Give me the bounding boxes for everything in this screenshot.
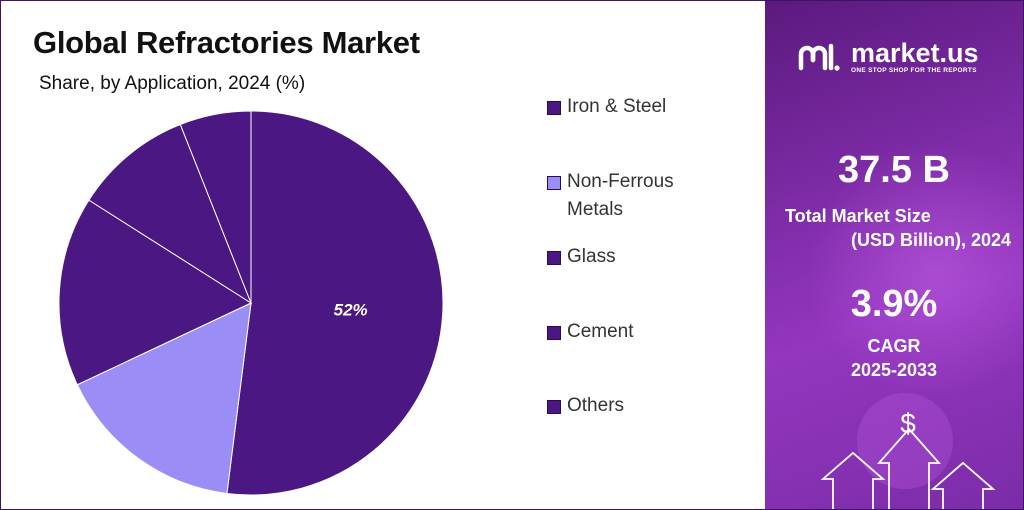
pie-chart: 52%	[58, 110, 444, 496]
legend-item-iron-steel: Iron & Steel	[547, 93, 717, 121]
summary-panel: market.us ONE STOP SHOP FOR THE REPORTS …	[765, 1, 1023, 509]
pie-slice-non-ferrous-metals	[76, 302, 252, 495]
cagr-label: CAGR	[867, 336, 921, 356]
legend-item-cement: Cement	[547, 318, 717, 346]
arrow-up-center-icon	[877, 427, 941, 509]
arrow-up-right-icon	[930, 461, 996, 509]
cagr-value: 3.9%	[850, 283, 938, 325]
chart-panel: Global Refractories Market Share, by App…	[1, 1, 763, 509]
legend-label-non-ferrous-metals: Non-Ferrous Metals	[567, 171, 674, 220]
legend-swatch-others	[547, 400, 561, 414]
dollar-sign-icon: $	[900, 408, 916, 439]
legend-swatch-non-ferrous-metals	[547, 176, 561, 190]
cagr-period: 2025-2033	[850, 360, 938, 380]
market-size-label-line-1: Total Market Size	[785, 206, 931, 226]
legend-item-others: Others	[547, 392, 717, 420]
market-size-label: Total Market Size (USD Billion), 2024	[785, 204, 1011, 252]
legend-item-non-ferrous-metals: Non-Ferrous Metals	[547, 168, 717, 224]
growth-arrows-graphic: $	[820, 393, 996, 509]
pie-slice-others	[179, 110, 252, 304]
pie-slice-glass	[58, 199, 253, 386]
pie-data-label-iron-steel: 52%	[334, 300, 368, 319]
arrow-up-left-icon	[820, 451, 886, 509]
market-us-logo-icon	[798, 43, 840, 71]
market-size-value: 37.5 B	[838, 149, 950, 191]
legend-label-glass: Glass	[567, 246, 616, 267]
legend-item-glass: Glass	[547, 243, 717, 271]
legend-label-others: Others	[567, 395, 625, 416]
chart-title: Global Refractories Market	[33, 25, 420, 60]
chart-subtitle: Share, by Application, 2024 (%)	[39, 73, 306, 94]
brand-logo: market.us ONE STOP SHOP FOR THE REPORTS	[797, 39, 979, 74]
pie-slice-iron-steel	[226, 110, 444, 496]
market-size-label-line-2: (USD Billion), 2024	[850, 230, 1011, 250]
legend-label-iron-steel: Iron & Steel	[567, 96, 667, 117]
brand-name: market.us	[851, 38, 979, 68]
brand-tagline: ONE STOP SHOP FOR THE REPORTS	[851, 67, 977, 74]
pie-slice-cement	[88, 123, 253, 305]
legend-swatch-iron-steel	[547, 101, 561, 115]
background-glow	[805, 141, 1023, 401]
legend-label-cement: Cement	[567, 321, 634, 342]
legend-swatch-cement	[547, 326, 561, 340]
legend-swatch-glass	[547, 251, 561, 265]
